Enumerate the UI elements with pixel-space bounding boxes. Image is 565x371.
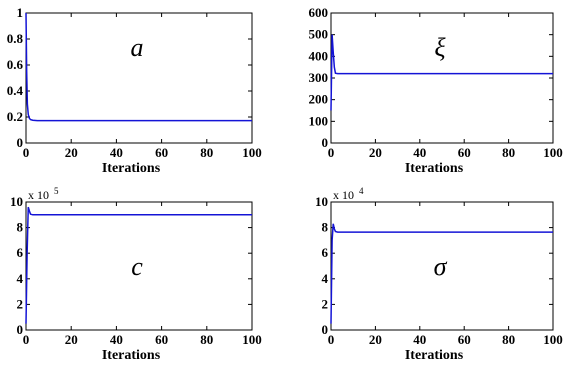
panel-3-xtick-label: 0	[23, 332, 30, 347]
panel-3-ytick-label: 0	[17, 322, 24, 337]
panel-3-ytick-label: 4	[17, 271, 24, 286]
panel-3-ytick-label: 8	[17, 220, 24, 235]
panel-3-exponent-power: 5	[54, 186, 59, 196]
panel-1-xtick-label: 60	[155, 145, 168, 160]
panel-2: 0 20 40 60 80 100 0 100 200 300 400 500 600 Iteration…	[309, 5, 563, 176]
panel-2-xlabel: Iterations	[405, 161, 464, 176]
panel-4-xlabel: Iterations	[405, 348, 464, 363]
panel-2-ytick-label: 100	[309, 113, 329, 128]
panel-1-xtick-label: 40	[110, 145, 123, 160]
panel-2-ytick-label: 500	[309, 27, 329, 42]
panel-4-xtick-label: 100	[543, 332, 563, 347]
panel-4-ytick-label: 2	[322, 296, 329, 311]
panel-2-xtick-label: 20	[369, 145, 382, 160]
panel-1-ytick-label: 0.6	[7, 57, 24, 72]
panel-3-xtick-label: 40	[110, 332, 123, 347]
panel-2-xtick-label: 40	[413, 145, 426, 160]
panel-4-exponent-power: 4	[359, 186, 364, 196]
panel-2-ytick-label: 300	[309, 70, 329, 85]
panel-1-xtick-label: 100	[242, 145, 262, 160]
panel-1-ytick-label: 0	[17, 135, 24, 150]
panel-4-ytick-label: 8	[322, 220, 329, 235]
panel-3-xtick-label: 20	[65, 332, 78, 347]
panel-3-ytick-label: 10	[10, 194, 23, 209]
panel-2-ytick-label: 0	[322, 135, 329, 150]
panel-3-xtick-label: 60	[155, 332, 168, 347]
panel-4-xtick-label: 60	[458, 332, 471, 347]
panel-1-ytick-label: 0.8	[7, 31, 24, 46]
panel-3-xtick-label: 80	[200, 332, 213, 347]
panel-3-xlabel: Iterations	[102, 348, 161, 363]
panel-4-ytick-label: 6	[322, 245, 329, 260]
panel-4-ytick-label: 10	[315, 194, 328, 209]
panel-3-ytick-label: 6	[17, 245, 24, 260]
panel-2-series-line	[330, 34, 553, 111]
panel-1-frame	[25, 12, 253, 144]
panel-2-title: ξ	[434, 33, 446, 62]
panel-2-xtick-label: 100	[543, 145, 563, 160]
panel-2-xtick-label: 60	[458, 145, 471, 160]
panel-1-xtick-label: 0	[23, 145, 30, 160]
panel-3-exponent: x 10	[28, 188, 49, 202]
panel-1-ytick-label: 0.2	[7, 109, 23, 124]
panel-3-xtick-label: 100	[242, 332, 262, 347]
panel-1-series-line	[25, 12, 252, 122]
panel-4-frame	[330, 201, 554, 331]
panel-2-ytick-label: 400	[309, 48, 329, 63]
panel-4-ytick-label: 0	[322, 322, 329, 337]
panel-2-ytick-label: 200	[309, 92, 329, 107]
panel-1-ytick-label: 0.4	[7, 83, 24, 98]
panel-1-xtick-label: 20	[65, 145, 78, 160]
panel-1-title: a	[131, 33, 144, 62]
panel-4-series-line	[330, 223, 553, 324]
panel-3-title: c	[131, 252, 143, 281]
panel-4-title: σ	[434, 252, 448, 281]
panel-4-xtick-label: 20	[369, 332, 382, 347]
panel-1: 0 20 40 60 80 100 0 0.2 0.4 0.6 0.8 1 Iterations a	[7, 5, 262, 176]
panel-2-xtick-label: 80	[502, 145, 515, 160]
panel-4-exponent: x 10	[333, 188, 354, 202]
panel-4: 0 20 40 60 80 100 0 2 4 6 8 10 Iterations σ x 10 4	[315, 186, 563, 363]
panel-4-xtick-label: 80	[502, 332, 515, 347]
panel-1-xtick-label: 80	[200, 145, 213, 160]
panel-1-xlabel: Iterations	[102, 161, 161, 176]
panel-3-series-line	[25, 206, 252, 324]
panel-3-frame	[25, 201, 253, 331]
panel-4-xtick-label: 40	[413, 332, 426, 347]
panel-3: 0 20 40 60 80 100 0 2 4 6 8 10 Iterations c x 10 5	[10, 186, 262, 363]
panel-4-ytick-label: 4	[322, 271, 329, 286]
panel-2-xtick-label: 0	[328, 145, 335, 160]
panel-1-ytick-label: 1	[17, 5, 24, 20]
panel-2-ytick-label: 600	[309, 5, 329, 20]
panel-4-xtick-label: 0	[328, 332, 335, 347]
panel-3-ytick-label: 2	[17, 296, 24, 311]
